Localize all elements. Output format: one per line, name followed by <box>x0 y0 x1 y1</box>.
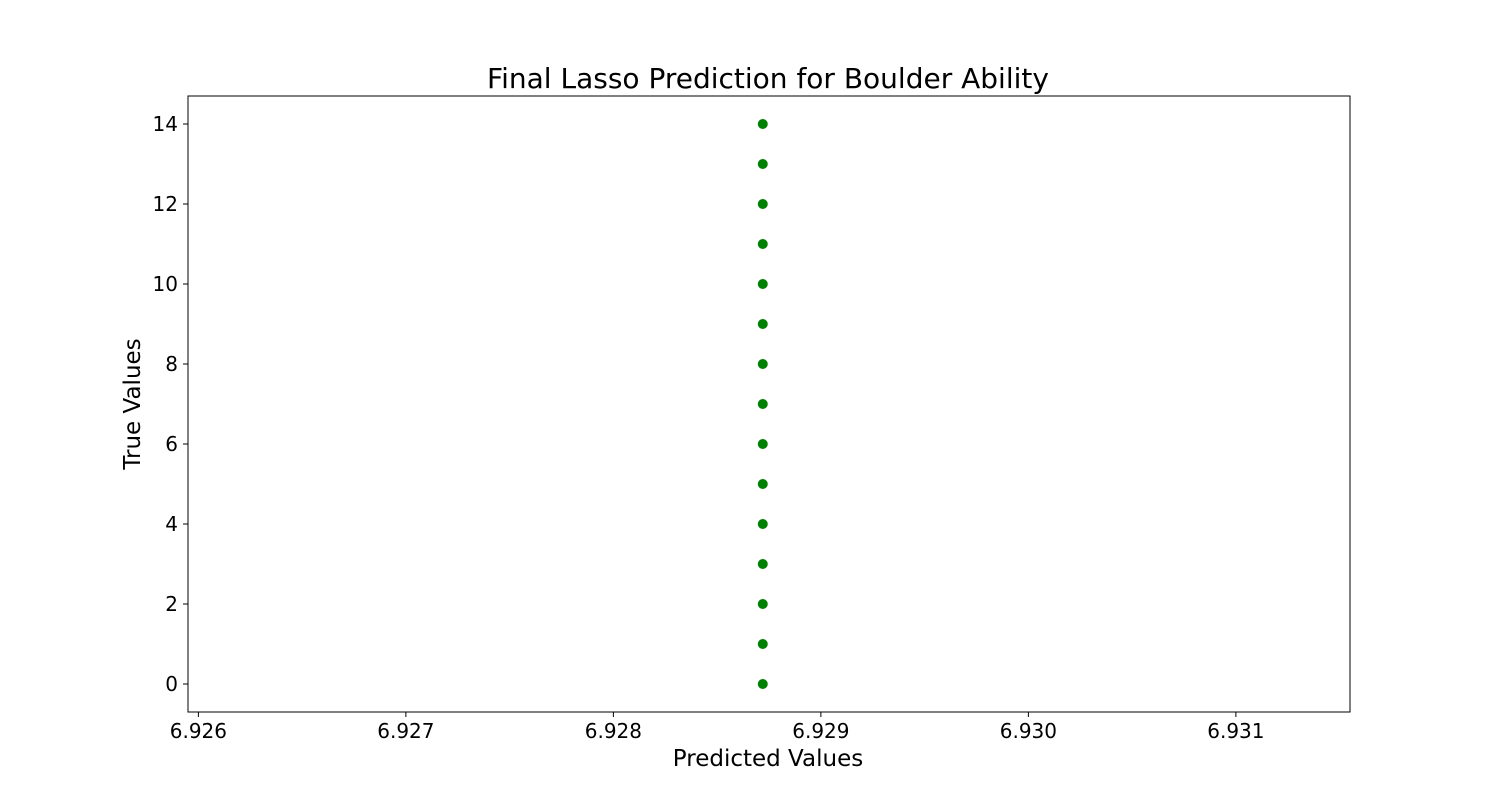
plot-area <box>187 95 1351 713</box>
data-point <box>757 519 768 529</box>
data-point <box>757 639 768 649</box>
y-tick-label: 14 <box>153 112 178 136</box>
x-axis-label: Predicted Values <box>673 746 863 772</box>
data-point <box>757 399 768 409</box>
data-point <box>757 679 768 689</box>
chart-title: Final Lasso Prediction for Boulder Abili… <box>487 62 1049 95</box>
data-point <box>757 239 768 249</box>
y-tick-label: 2 <box>165 592 178 616</box>
data-point <box>757 559 768 569</box>
data-point <box>757 279 768 289</box>
y-tick-label: 4 <box>165 512 178 536</box>
x-tick-label: 6.931 <box>1207 719 1264 743</box>
x-tick-label: 6.926 <box>170 719 227 743</box>
y-tick-label: 10 <box>153 272 178 296</box>
data-point <box>757 479 768 489</box>
x-axis: 6.926 6.927 6.928 6.929 6.930 6.931 <box>170 712 1265 743</box>
axes-frame <box>187 95 1351 713</box>
x-tick-label: 6.930 <box>1000 719 1057 743</box>
data-point <box>757 159 768 169</box>
y-tick-label: 12 <box>153 192 178 216</box>
data-point <box>757 319 768 329</box>
data-point <box>757 359 768 369</box>
data-point <box>757 599 768 609</box>
y-tick-label: 8 <box>165 352 178 376</box>
y-axis-label: True Values <box>120 338 146 470</box>
x-tick-label: 6.927 <box>377 719 434 743</box>
x-tick-label: 6.929 <box>792 719 849 743</box>
x-tick-label: 6.928 <box>585 719 642 743</box>
y-tick-label: 0 <box>165 672 178 696</box>
plot-background <box>188 96 1350 712</box>
data-point <box>757 119 768 129</box>
data-points <box>757 119 768 689</box>
y-tick-label: 6 <box>165 432 178 456</box>
data-point <box>757 439 768 449</box>
data-point <box>757 199 768 209</box>
y-axis: 0 2 4 6 8 10 12 14 <box>153 112 188 696</box>
